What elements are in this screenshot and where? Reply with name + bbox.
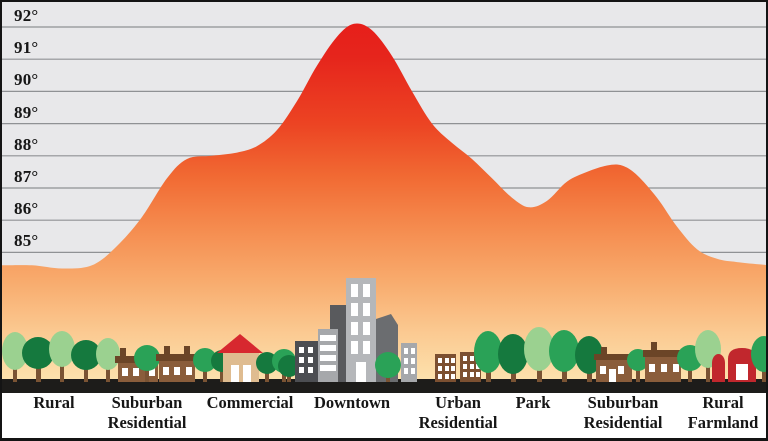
skyscraper-icon <box>346 278 376 382</box>
office-building-icon <box>318 329 338 382</box>
temperature-curve <box>2 23 766 393</box>
zone-label-park: Park <box>515 393 551 412</box>
tree-icon <box>375 352 401 382</box>
office-building-icon <box>401 343 417 382</box>
tree-icon <box>524 327 554 382</box>
house-icon <box>594 347 634 382</box>
apartment-building-icon <box>435 354 456 382</box>
zone-label-commercial: Commercial <box>206 393 294 412</box>
silo-icon <box>712 354 725 382</box>
tree-icon <box>49 331 75 382</box>
office-building-icon <box>295 341 319 382</box>
tree-icon <box>751 336 766 382</box>
house-icon <box>643 342 683 382</box>
zone-label-rural-farmland: Rural Farmland <box>687 393 759 432</box>
barn-icon <box>728 348 756 382</box>
commercial-house-icon <box>217 334 263 382</box>
tree-icon <box>256 352 278 382</box>
tree-icon <box>278 355 300 382</box>
zone-label-urban-residential: Urban Residential <box>418 393 498 432</box>
y-axis-label-90: 90° <box>14 70 39 89</box>
y-axis-label-92: 92° <box>14 6 39 25</box>
tree-icon <box>134 345 160 382</box>
y-axis-label-91: 91° <box>14 38 39 57</box>
tree-icon <box>2 332 28 382</box>
zone-label-suburban-residential: Suburban Residential <box>107 393 187 432</box>
tree-icon <box>193 348 217 382</box>
y-axis-label-89: 89° <box>14 103 39 122</box>
tree-icon <box>96 338 120 382</box>
zone-label-rural: Rural <box>33 393 75 412</box>
ground <box>2 379 766 393</box>
tree-icon <box>474 331 502 382</box>
y-axis-label-88: 88° <box>14 135 39 154</box>
zone-label-suburban-residential2: Suburban Residential <box>583 393 663 432</box>
zone-label-downtown: Downtown <box>313 393 391 412</box>
y-axis-label-87: 87° <box>14 167 39 186</box>
house-icon <box>156 346 198 382</box>
tree-icon <box>549 330 579 382</box>
tree-icon <box>71 340 101 382</box>
tree-icon <box>22 337 54 382</box>
y-axis-label-85: 85° <box>14 231 39 250</box>
scenery <box>2 278 766 382</box>
tree-icon <box>498 334 528 382</box>
y-axis-label-86: 86° <box>14 199 39 218</box>
